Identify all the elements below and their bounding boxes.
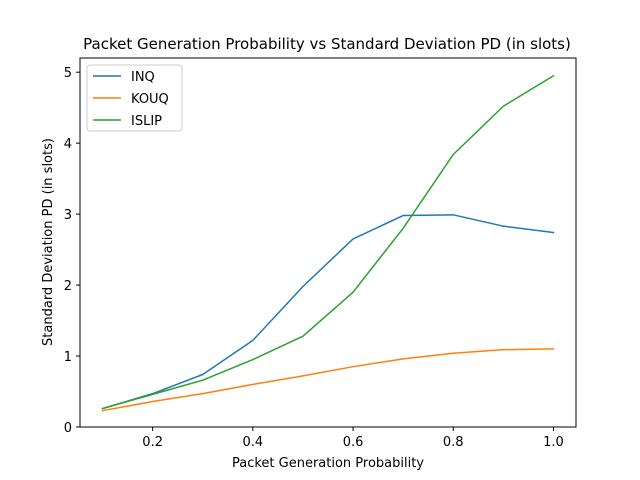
x-tick-label: 0.2	[142, 435, 163, 450]
legend-label-kouq: KOUQ	[131, 92, 169, 107]
y-tick-label: 3	[64, 208, 72, 223]
plot-marks	[101, 74, 555, 412]
x-tick-label: 0.4	[243, 435, 264, 450]
series-line-kouq	[101, 348, 555, 412]
plot-frame	[79, 57, 577, 428]
y-axis-label: Standard Deviation PD (in slots)	[41, 138, 56, 346]
y-tick-label: 4	[64, 137, 72, 152]
x-tick-label: 1.0	[543, 435, 564, 450]
y-tick-label: 0	[64, 421, 72, 436]
y-axis-ticks: 0 1 2 3 4 5	[64, 66, 80, 436]
y-tick-label: 5	[64, 66, 72, 81]
x-tick-label: 0.6	[343, 435, 364, 450]
series-line-islip	[101, 74, 555, 410]
series-line-inq	[101, 214, 555, 410]
legend: INQ KOUQ ISLIP	[86, 64, 183, 132]
x-axis-label: Packet Generation Probability	[232, 456, 424, 471]
legend-label-islip: ISLIP	[131, 114, 162, 129]
y-tick-label: 1	[64, 350, 72, 365]
y-tick-label: 2	[64, 279, 72, 294]
legend-label-inq: INQ	[131, 70, 155, 85]
chart-title: Packet Generation Probability vs Standar…	[83, 35, 571, 53]
x-tick-label: 0.8	[443, 435, 464, 450]
x-axis-ticks: 0.2 0.4 0.6 0.8 1.0	[142, 427, 564, 450]
legend-box	[86, 64, 183, 132]
